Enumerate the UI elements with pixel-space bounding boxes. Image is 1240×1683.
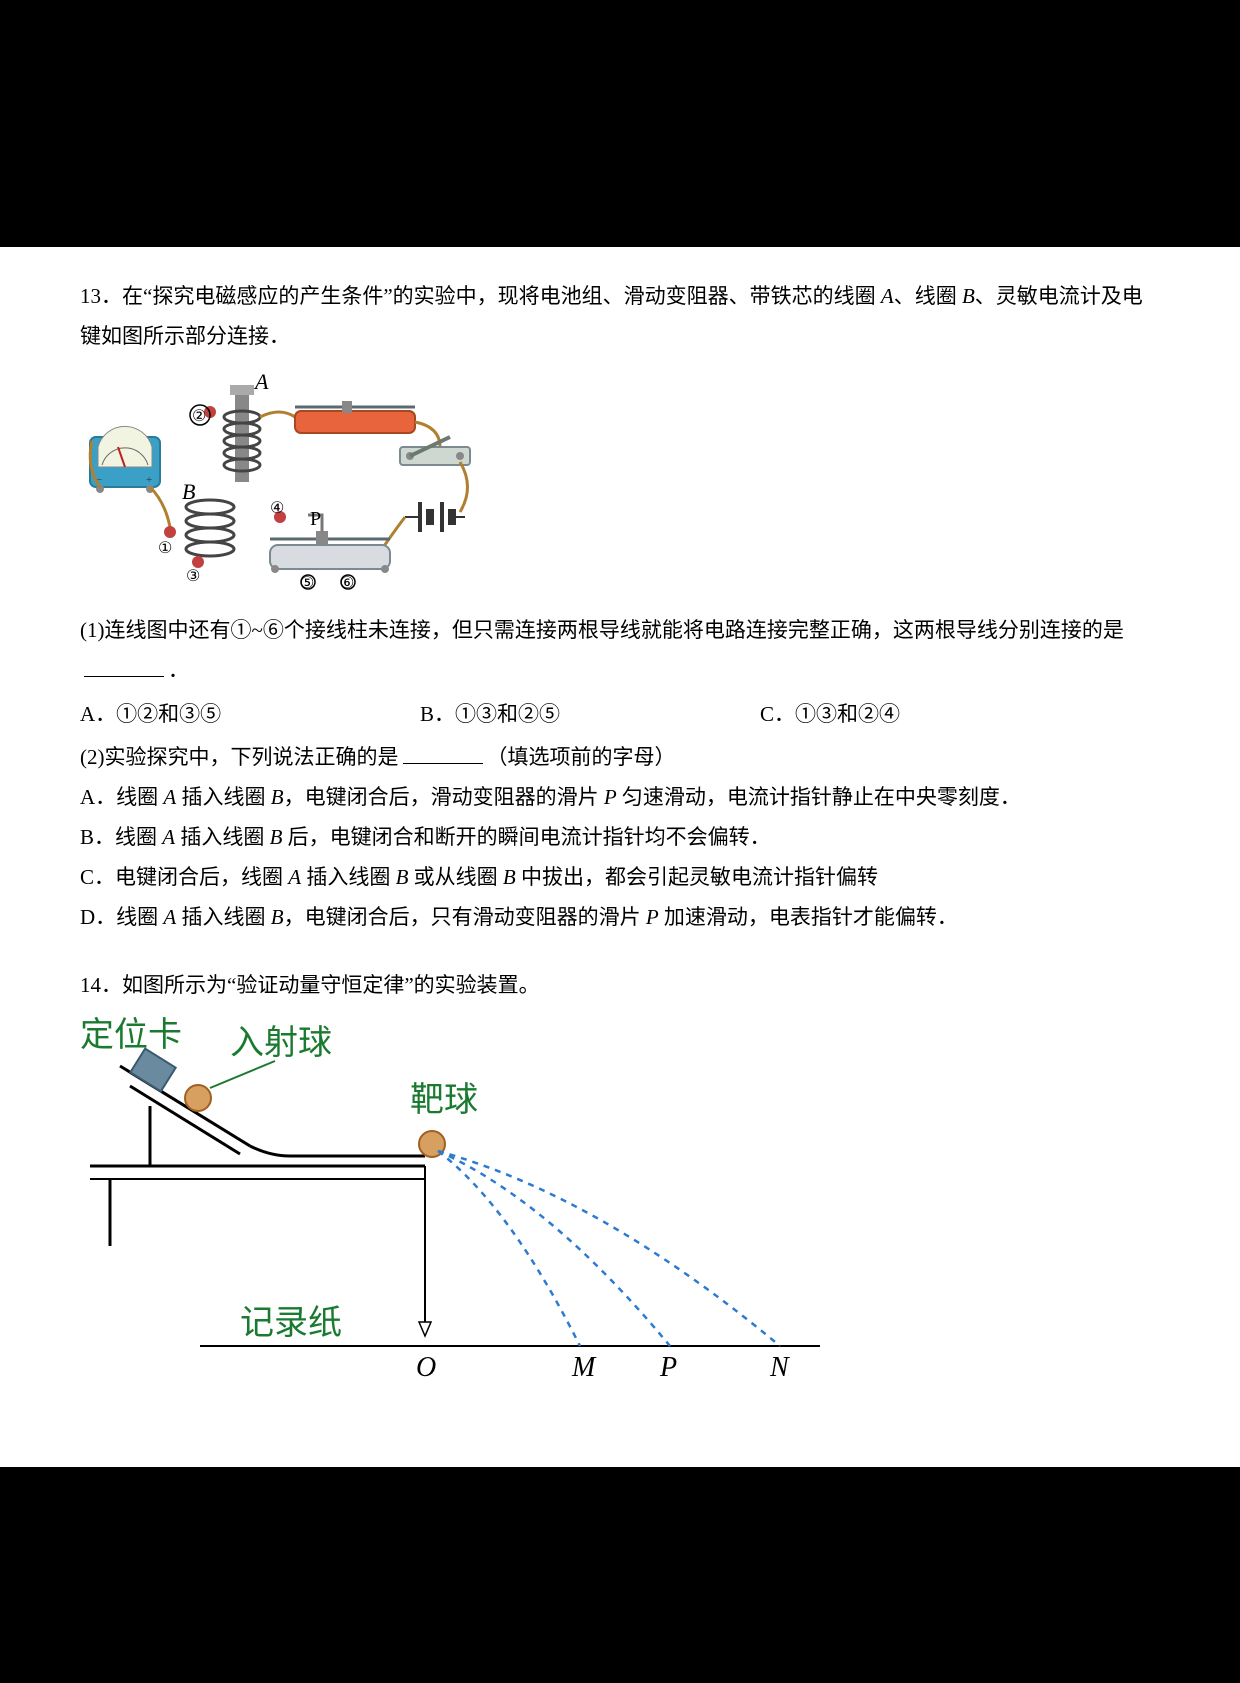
q13-number: 13．: [80, 284, 122, 308]
q13-opt2-C: C．电键闭合后，线圈 A 插入线圈 B 或从线圈 B 中拔出，都会引起灵敏电流计…: [80, 858, 1160, 898]
rheostat-bottom-icon: P: [270, 508, 390, 573]
q13-stem: 13．在“探究电磁感应的产生条件”的实验中，现将电池组、滑动变阻器、带铁芯的线圈…: [80, 277, 1160, 357]
q13-stem-a: 在“探究电磁感应的产生条件”的实验中，现将电池组、滑动变阻器、带铁芯的线圈: [122, 284, 881, 308]
svg-text:④: ④: [270, 500, 284, 517]
incident-ball-icon: [185, 1085, 211, 1111]
switch-icon: [400, 437, 470, 465]
terminal-3: [192, 556, 204, 568]
q13-circuit-figure: − + A ②: [80, 367, 1160, 597]
svg-text:①: ①: [158, 540, 172, 557]
coil-a-icon: A: [224, 369, 269, 482]
trajectories: [438, 1151, 780, 1346]
q13-sub2-prefix: (2)实验探究中，下列说法正确的是: [80, 745, 399, 769]
q13-sub1-prefix: (1)连线图中还有①~⑥个接线柱未连接，但只需连接两根导线就能将电路连接完整正确…: [80, 618, 1124, 642]
svg-text:⑤: ⑤: [300, 575, 314, 592]
q13-stem-b: 、线圈: [894, 284, 962, 308]
rheostat-top-icon: [295, 401, 415, 433]
label-target: 靶球: [410, 1081, 478, 1119]
galvanometer-icon: − +: [90, 426, 160, 493]
ramp-icon: [90, 1048, 425, 1245]
svg-text:A: A: [253, 369, 269, 394]
q14-number: 14．: [80, 973, 122, 997]
q13-coil-A: A: [881, 284, 894, 308]
q13-coil-B: B: [962, 284, 975, 308]
coil-b-icon: [186, 500, 234, 556]
svg-text:+: +: [146, 474, 152, 486]
battery-icon: [405, 502, 465, 532]
label-paper: 记录纸: [240, 1304, 342, 1342]
q13-sub2: (2)实验探究中，下列说法正确的是 （填选项前的字母）: [80, 738, 1160, 778]
label-incident: 入射球: [230, 1024, 332, 1062]
q13-opt1-A: A．①②和③⑤: [80, 695, 340, 735]
svg-text:B: B: [182, 479, 195, 504]
q13-sub1: (1)连线图中还有①~⑥个接线柱未连接，但只需连接两根导线就能将电路连接完整正确…: [80, 611, 1160, 691]
label-O: O: [416, 1352, 436, 1383]
svg-text:P: P: [310, 508, 321, 530]
q13-opt1-B: B．①③和②⑤: [420, 695, 680, 735]
q13-sub2-blank: [403, 739, 483, 764]
q13-opt1-C: C．①③和②④: [760, 695, 1020, 735]
q14-stem-text: 如图所示为“验证动量守恒定律”的实验装置。: [122, 973, 540, 997]
label-P: P: [659, 1352, 677, 1383]
svg-text:②: ②: [192, 408, 206, 425]
page-content: 13．在“探究电磁感应的产生条件”的实验中，现将电池组、滑动变阻器、带铁芯的线圈…: [0, 247, 1240, 1467]
q13-sub2-suffix: （填选项前的字母）: [487, 745, 676, 769]
label-M: M: [571, 1352, 597, 1383]
svg-text:③: ③: [186, 568, 200, 585]
label-locator: 定位卡: [80, 1016, 182, 1054]
q13-sub1-suffix: ．: [168, 658, 189, 682]
q14-diagram: 定位卡 入射球 靶球: [80, 1016, 1160, 1386]
q13-opt2-A: A．线圈 A 插入线圈 B，电键闭合后，滑动变阻器的滑片 P 匀速滑动，电流计指…: [80, 778, 1160, 818]
q13-sub1-blank: [84, 651, 164, 676]
terminal-1: [164, 526, 176, 538]
top-black-bar: [0, 0, 1240, 247]
plumb-bob-icon: [419, 1322, 431, 1336]
q13-options1: A．①②和③⑤ B．①③和②⑤ C．①③和②④: [80, 695, 1160, 735]
q13-opt2-B: B．线圈 A 插入线圈 B 后，电键闭合和断开的瞬间电流计指针均不会偏转．: [80, 818, 1160, 858]
svg-text:⑥: ⑥: [340, 575, 354, 592]
q13-opt2-D: D．线圈 A 插入线圈 B，电键闭合后，只有滑动变阻器的滑片 P 加速滑动，电表…: [80, 898, 1160, 938]
q14-stem: 14．如图所示为“验证动量守恒定律”的实验装置。: [80, 966, 1160, 1006]
label-N: N: [769, 1352, 790, 1383]
